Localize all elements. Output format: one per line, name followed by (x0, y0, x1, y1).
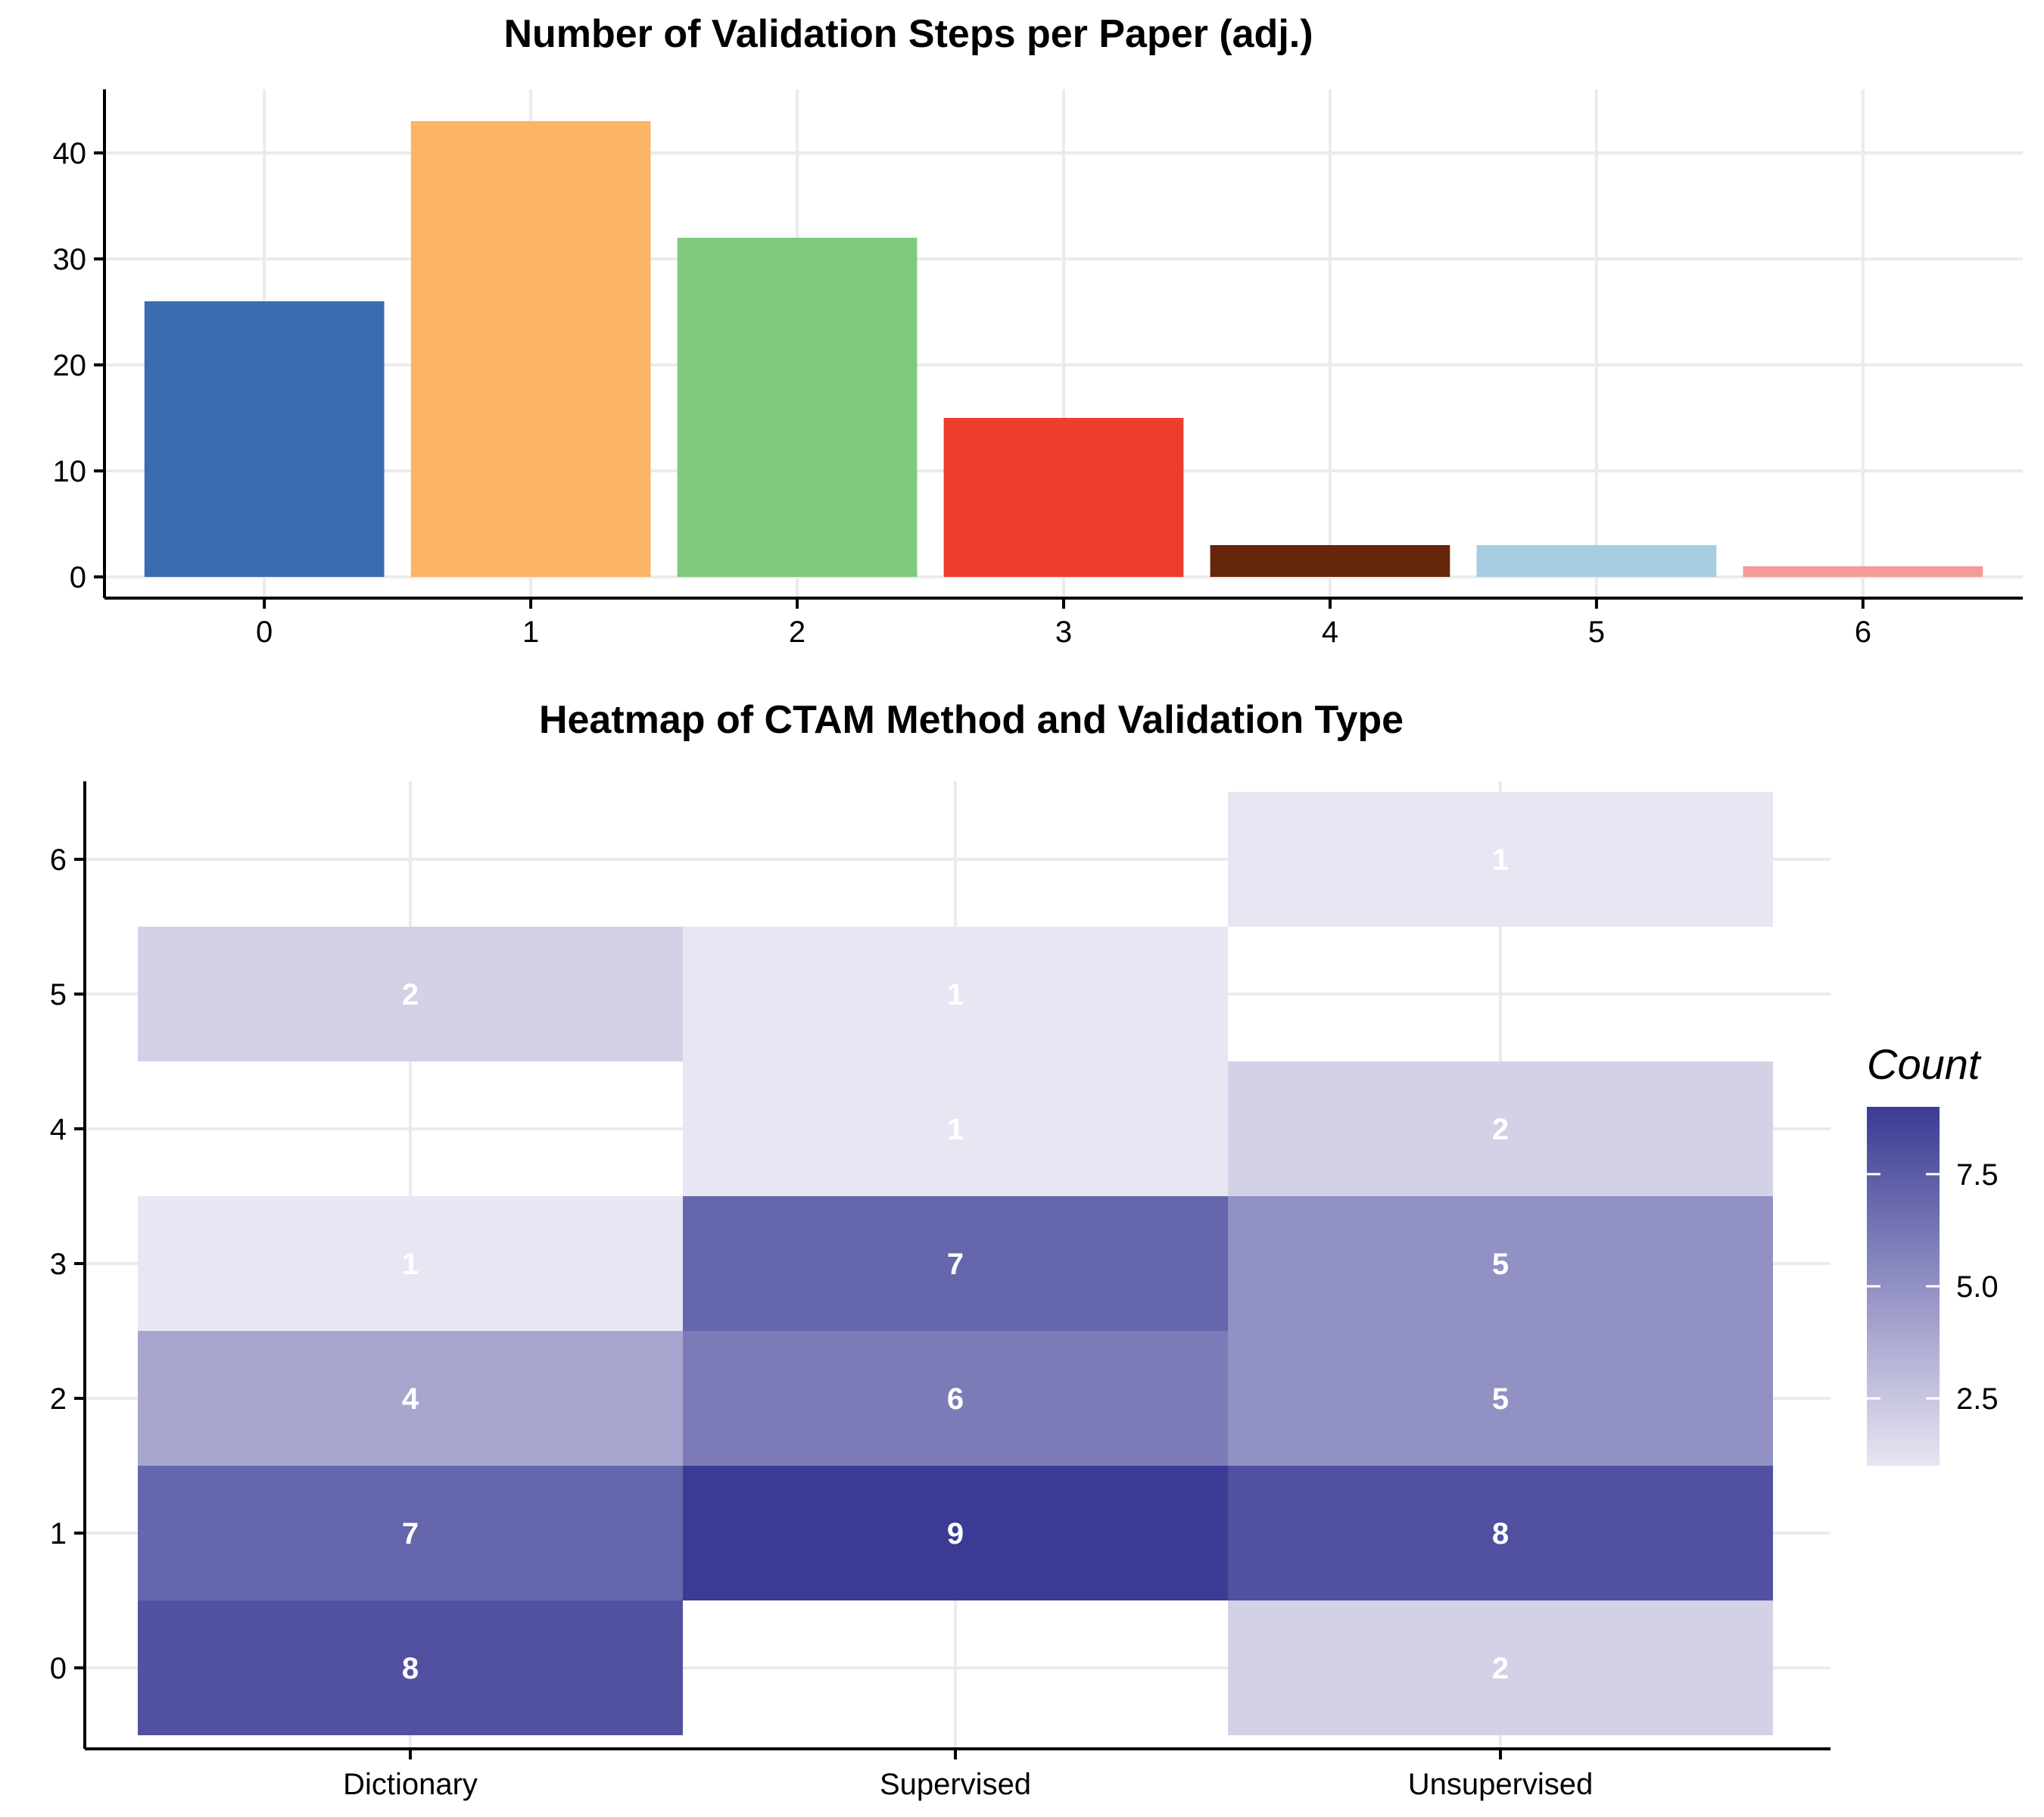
bar-chart-title: Number of Validation Steps per Paper (ad… (503, 12, 1313, 56)
heatmap-cell (683, 1061, 1228, 1196)
bar-x-tick-label: 2 (789, 616, 805, 649)
heatmap-cell (683, 1466, 1228, 1600)
heatmap-cell-label: 2 (1492, 1113, 1509, 1146)
heatmap-y-tick-label: 1 (50, 1517, 67, 1551)
heatmap-cell (1228, 1331, 1773, 1466)
heatmap-cell (138, 927, 683, 1061)
bar-y-tick-label: 0 (70, 561, 86, 594)
heatmap-y-tick-label: 6 (50, 843, 67, 877)
bar (1476, 545, 1717, 577)
bar-x-tick-label: 0 (256, 616, 273, 649)
heatmap-cell (683, 1196, 1228, 1331)
bar (1210, 545, 1450, 577)
heatmap-x-tick-label: Unsupervised (1408, 1768, 1594, 1801)
heatmap-cell-label: 1 (402, 1248, 419, 1281)
heatmap-cell (1228, 1600, 1773, 1735)
heatmap-cell (138, 1466, 683, 1600)
heatmap-legend: Count 2.5 5.0 7.5 (1867, 1040, 1999, 1466)
heatmap-cell (683, 1331, 1228, 1466)
heatmap-y-tick-label: 5 (50, 978, 67, 1011)
heatmap-cell-label: 1 (1492, 843, 1509, 877)
heatmap-cell (1228, 1061, 1773, 1196)
heatmap-cell (138, 1600, 683, 1735)
heatmap-cell-label: 2 (402, 978, 419, 1011)
heatmap-cell-label: 5 (1492, 1248, 1509, 1281)
bar (144, 301, 385, 577)
heatmap-cell (683, 927, 1228, 1061)
heatmap-cell-label: 8 (1492, 1517, 1509, 1551)
heatmap-cell-label: 9 (947, 1517, 964, 1551)
heatmap-cell (1228, 1196, 1773, 1331)
heatmap-cell (1228, 1466, 1773, 1600)
bar-x-tick-label: 5 (1588, 616, 1605, 649)
bar (410, 121, 651, 577)
heatmap-cell (1228, 792, 1773, 927)
heatmap-cell-label: 1 (947, 1113, 964, 1146)
bar-y-tick-label: 30 (53, 243, 87, 276)
heatmap-cells (138, 792, 1773, 1735)
heatmap-tick-labels: 0 1 2 3 4 5 6 Dictionary Supervised Unsupervised (50, 843, 1594, 1801)
heatmap-y-tick-label: 4 (50, 1113, 67, 1146)
heatmap-y-tick-label: 3 (50, 1248, 67, 1281)
bar-y-tick-label: 40 (53, 137, 87, 170)
bar-chart-tick-labels: 0 10 20 30 40 0 1 2 3 4 5 6 (53, 137, 1871, 649)
heatmap-cell-label: 6 (947, 1382, 964, 1416)
legend-title: Count (1867, 1040, 1982, 1088)
heatmap-title: Heatmap of CTAM Method and Validation Ty… (539, 698, 1404, 742)
heatmap-x-tick-label: Dictionary (343, 1768, 478, 1801)
legend-tick-label: 5.0 (1956, 1270, 1999, 1304)
heatmap-cell-label: 7 (947, 1248, 964, 1281)
heatmap-cell-label: 1 (947, 978, 964, 1011)
bar-x-tick-label: 1 (522, 616, 539, 649)
heatmap-cell (138, 1331, 683, 1466)
bar-x-tick-label: 3 (1055, 616, 1072, 649)
heatmap-y-tick-label: 2 (50, 1382, 67, 1416)
heatmap-panel: Heatmap of CTAM Method and Validation Ty… (50, 698, 1831, 1801)
heatmap-cell-label: 8 (402, 1652, 419, 1685)
bar-chart-panel: Number of Validation Steps per Paper (ad… (53, 12, 2023, 649)
bar-y-tick-label: 20 (53, 349, 87, 382)
heatmap-cell (138, 1196, 683, 1331)
bar (677, 238, 918, 577)
bar-y-tick-label: 10 (53, 455, 87, 488)
heatmap-cell-label: 7 (402, 1517, 419, 1551)
legend-tick-label: 2.5 (1956, 1382, 1999, 1416)
legend-tick-label: 7.5 (1956, 1158, 1999, 1192)
heatmap-cell-label: 2 (1492, 1652, 1509, 1685)
heatmap-y-tick-label: 0 (50, 1652, 67, 1685)
heatmap-cell-label: 5 (1492, 1382, 1509, 1416)
bar (943, 418, 1184, 577)
heatmap-cell-label: 4 (402, 1382, 419, 1416)
bar-x-tick-label: 6 (1855, 616, 1871, 649)
bar (1743, 566, 1983, 577)
bar-x-tick-label: 4 (1322, 616, 1338, 649)
legend-ticks: 2.5 5.0 7.5 (1867, 1158, 1999, 1416)
bar-chart-bars (144, 121, 1983, 577)
heatmap-x-tick-label: Supervised (880, 1768, 1031, 1801)
